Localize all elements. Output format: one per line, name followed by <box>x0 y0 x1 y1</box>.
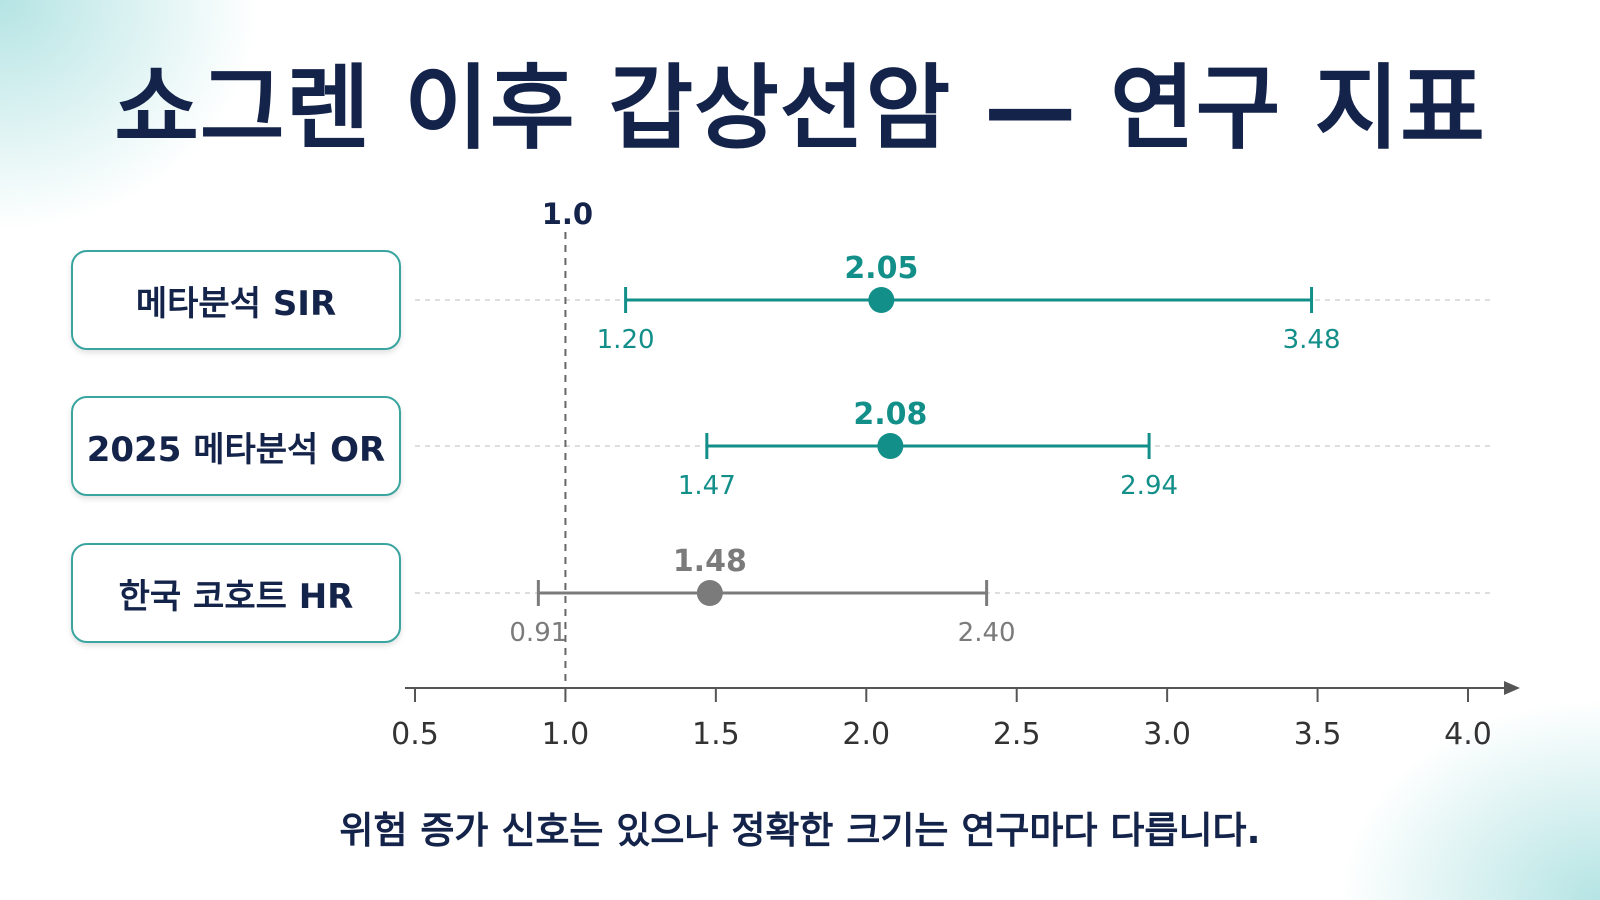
x-tick-label: 0.5 <box>391 717 439 752</box>
estimate-point <box>877 433 904 459</box>
x-tick-label: 4.0 <box>1444 717 1492 752</box>
x-tick-label: 3.0 <box>1143 717 1191 752</box>
ci-lower-label: 0.91 <box>509 618 567 648</box>
caption: 위험 증가 신호는 있으나 정확한 크기는 연구마다 다릅니다. <box>339 809 1261 852</box>
estimate-label: 1.48 <box>673 544 747 579</box>
reference-label: 1.0 <box>542 197 593 231</box>
ci-upper-label: 2.94 <box>1120 471 1178 501</box>
ci-lower-label: 1.20 <box>597 325 655 355</box>
x-tick-label: 1.0 <box>542 717 590 752</box>
estimate-label: 2.08 <box>853 397 927 432</box>
page-title: 쇼그렌 이후 갑상선암 — 연구 지표 <box>114 55 1486 162</box>
estimate-point <box>868 287 895 313</box>
row-label-meta-or-2025: 2025 메타분석 OR <box>71 396 401 496</box>
x-tick-label: 2.5 <box>993 717 1041 752</box>
row-label-korea-cohort-hr: 한국 코호트 HR <box>71 543 401 643</box>
ci-lower-label: 1.47 <box>678 471 736 501</box>
x-tick-label: 1.5 <box>692 717 740 752</box>
ci-upper-label: 2.40 <box>958 618 1016 648</box>
x-tick-label: 2.0 <box>842 717 890 752</box>
x-tick-label: 3.5 <box>1294 717 1342 752</box>
estimate-label: 2.05 <box>844 251 918 286</box>
row-label-meta-sir: 메타분석 SIR <box>71 250 401 350</box>
x-axis-arrow <box>1504 681 1520 695</box>
estimate-point <box>696 580 723 606</box>
ci-upper-label: 3.48 <box>1283 325 1341 355</box>
